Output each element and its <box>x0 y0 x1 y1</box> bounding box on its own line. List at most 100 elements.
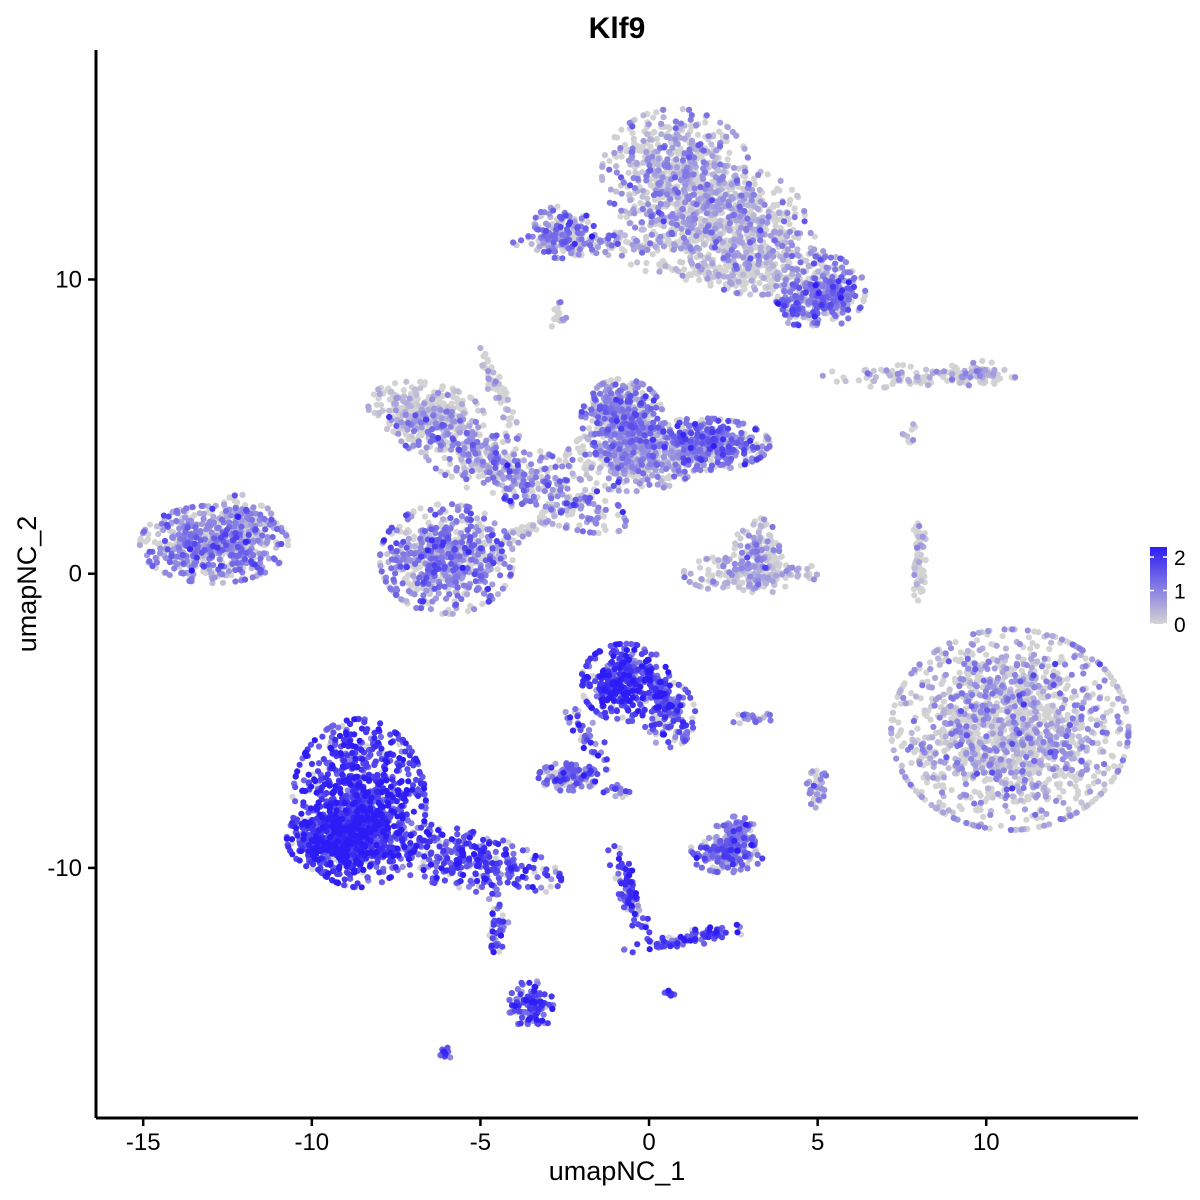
cell-point <box>647 136 654 143</box>
cell-point <box>726 263 733 270</box>
cell-point <box>285 542 292 549</box>
cell-point <box>1027 645 1034 652</box>
cell-point <box>786 220 793 228</box>
cell-point <box>720 168 728 175</box>
cell-point <box>764 270 771 277</box>
cell-point <box>600 513 607 520</box>
cell-point <box>490 369 497 376</box>
cell-point <box>1001 366 1008 373</box>
cell-point <box>413 391 420 399</box>
cell-point <box>1043 668 1050 676</box>
cell-point <box>1015 709 1023 716</box>
cell-point <box>911 565 918 572</box>
cell-point <box>554 203 561 210</box>
cell-point <box>774 555 781 562</box>
cell-point <box>984 785 992 792</box>
cell-point <box>617 213 624 220</box>
cell-point <box>929 734 936 741</box>
cell-point <box>997 822 1005 829</box>
cell-point <box>437 468 444 475</box>
cell-point <box>574 445 582 452</box>
cell-point <box>911 592 918 599</box>
cell-point <box>934 739 942 746</box>
cell-point <box>434 501 441 508</box>
cell-point <box>774 185 781 192</box>
cell-point <box>239 491 246 498</box>
cell-point <box>405 580 412 587</box>
cell-point <box>888 736 895 744</box>
cell-point <box>924 678 931 685</box>
cell-point <box>1078 738 1085 746</box>
cell-point <box>390 428 397 435</box>
cell-point <box>551 513 558 520</box>
cell-point <box>602 497 609 504</box>
cell-point <box>407 403 415 410</box>
cell-point <box>736 720 743 727</box>
cell-point <box>1107 707 1114 714</box>
cell-point <box>146 521 154 528</box>
cell-point <box>1111 763 1118 770</box>
cell-point <box>901 740 908 747</box>
cell-point <box>611 134 618 141</box>
cell-point <box>418 449 425 456</box>
cell-point <box>674 200 681 207</box>
cell-point <box>672 265 680 273</box>
cell-point <box>815 268 822 275</box>
cell-point <box>660 114 667 121</box>
cell-point <box>528 240 535 248</box>
cell-point <box>952 364 959 371</box>
cell-point <box>750 521 757 528</box>
cell-point <box>695 558 703 565</box>
cell-point <box>897 687 904 694</box>
cell-point <box>935 729 943 736</box>
cell-point <box>422 513 429 520</box>
cell-point <box>908 759 915 767</box>
cell-point <box>478 532 485 539</box>
cell-point <box>505 422 512 429</box>
cell-point <box>1101 781 1108 788</box>
cell-point <box>941 747 948 755</box>
cell-point <box>662 263 669 270</box>
cell-point <box>735 584 743 591</box>
cell-point <box>1004 808 1011 815</box>
cell-point <box>705 269 713 276</box>
cell-point <box>889 709 897 716</box>
cell-point <box>794 192 801 199</box>
cell-point <box>417 505 424 512</box>
cell-point <box>936 661 943 668</box>
cell-point <box>547 883 554 890</box>
cell-point <box>403 378 410 385</box>
cell-point <box>769 262 777 269</box>
cell-point <box>1120 697 1127 705</box>
cell-point <box>782 583 789 590</box>
cell-point <box>911 749 918 756</box>
cell-point <box>690 701 697 708</box>
cell-point <box>750 175 758 182</box>
cell-point <box>499 439 506 446</box>
cell-point <box>811 233 818 240</box>
cell-point <box>722 267 729 274</box>
cell-point <box>666 125 673 132</box>
cell-point <box>463 484 470 491</box>
cell-point <box>1045 663 1052 670</box>
cell-point <box>373 401 380 408</box>
cell-point <box>1046 821 1053 828</box>
cell-point <box>1111 774 1118 781</box>
cell-point <box>1048 639 1055 646</box>
cell-point <box>639 193 646 200</box>
cell-point <box>789 271 796 278</box>
cell-point <box>1108 752 1115 759</box>
cell-point <box>607 377 615 384</box>
cell-point <box>763 259 770 267</box>
cell-point <box>1034 658 1041 665</box>
cell-point <box>593 480 600 487</box>
cell-point <box>989 794 996 801</box>
cell-point <box>708 141 715 148</box>
cell-point <box>622 238 630 245</box>
cell-point <box>890 747 897 754</box>
cell-point <box>621 141 629 148</box>
cell-point <box>804 565 811 573</box>
cell-point <box>881 384 888 391</box>
cell-point <box>747 291 754 298</box>
